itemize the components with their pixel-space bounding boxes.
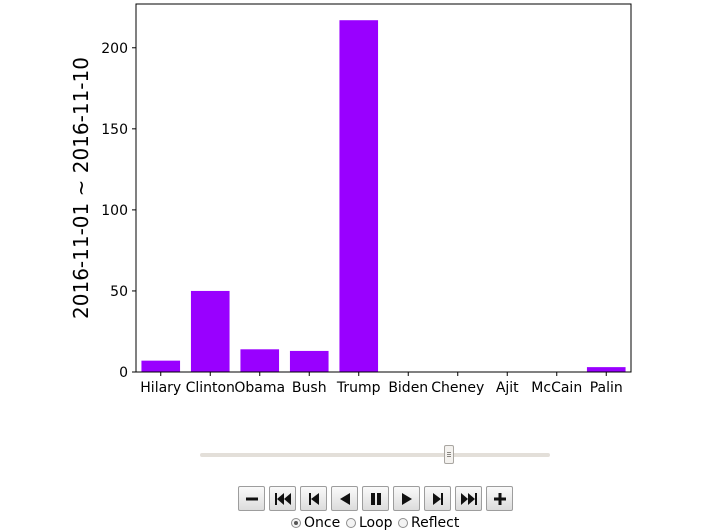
y-tick-label: 200: [101, 41, 128, 57]
previous-frame-button[interactable]: [300, 486, 327, 511]
bar-chart: Hilary Clinton Obama Bush Trump Biden Cheney Aj…: [69, 3, 632, 396]
bar: [586, 367, 626, 372]
play-button[interactable]: [393, 486, 420, 511]
pause-button[interactable]: [362, 486, 389, 511]
mode-loop[interactable]: Loop: [346, 515, 393, 531]
plus-icon: [493, 492, 506, 505]
x-tick-label: Bush: [292, 380, 327, 396]
pause-icon: [370, 492, 381, 505]
mode-loop-label: Loop: [359, 515, 393, 531]
step-back-icon: [308, 492, 319, 505]
step-forward-icon: [432, 492, 443, 505]
bar: [190, 290, 230, 372]
x-tick-label: Biden: [388, 380, 428, 396]
x-tick-label: Obama: [234, 380, 285, 396]
bar: [141, 360, 181, 372]
next-frame-button[interactable]: [424, 486, 451, 511]
mode-reflect-label: Reflect: [411, 515, 460, 531]
skip-last-icon: [460, 492, 477, 505]
mode-loop-radio[interactable]: [346, 518, 356, 528]
bar: [289, 350, 329, 372]
x-tick-label: McCain: [531, 380, 582, 396]
y-tick-label: 100: [101, 203, 128, 219]
plot-frame: [135, 3, 632, 373]
play-reverse-button[interactable]: [331, 486, 358, 511]
bar: [240, 349, 280, 372]
x-tick-label: Hilary: [140, 380, 181, 396]
x-tick-label: Cheney: [431, 380, 484, 396]
mode-once-radio[interactable]: [291, 518, 301, 528]
play-reverse-icon: [339, 492, 350, 505]
x-tick-label: Palin: [590, 380, 623, 396]
first-frame-button[interactable]: [269, 486, 296, 511]
x-tick-label: Clinton: [186, 380, 235, 396]
skip-first-icon: [274, 492, 291, 505]
mode-reflect[interactable]: Reflect: [398, 515, 459, 531]
decrease-speed-button[interactable]: [238, 486, 265, 511]
mode-once-label: Once: [304, 515, 341, 531]
y-tick-label: 50: [110, 284, 128, 300]
mode-once[interactable]: Once: [291, 515, 340, 531]
play-icon: [401, 492, 412, 505]
frame-slider-track[interactable]: [200, 453, 550, 457]
last-frame-button[interactable]: [455, 486, 482, 511]
frame-slider-thumb[interactable]: [444, 445, 454, 464]
bar: [339, 20, 379, 372]
y-tick-label: 0: [119, 365, 128, 381]
x-tick-label: Trump: [336, 380, 381, 396]
y-axis-label: 2016-11-01 ~ 2016-11-10: [69, 57, 93, 319]
mode-reflect-radio[interactable]: [398, 518, 408, 528]
increase-speed-button[interactable]: [486, 486, 513, 511]
minus-icon: [245, 497, 258, 500]
y-tick-label: 150: [101, 122, 128, 138]
x-tick-label: Ajit: [496, 380, 519, 396]
